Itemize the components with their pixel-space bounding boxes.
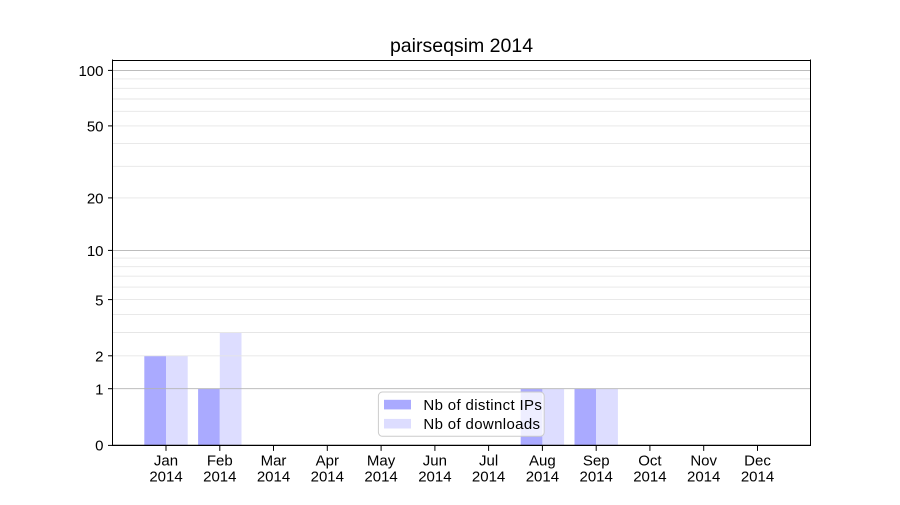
- svg-text:2014: 2014: [364, 469, 397, 486]
- svg-text:Nov: Nov: [690, 452, 717, 469]
- svg-text:Jul: Jul: [479, 452, 498, 469]
- svg-text:2: 2: [95, 349, 103, 366]
- svg-text:0: 0: [95, 438, 103, 455]
- svg-text:Nb of downloads: Nb of downloads: [423, 416, 540, 433]
- svg-text:20: 20: [87, 191, 104, 208]
- svg-text:Mar: Mar: [261, 452, 287, 469]
- svg-text:2014: 2014: [418, 469, 451, 486]
- svg-text:Jun: Jun: [423, 452, 447, 469]
- svg-text:2014: 2014: [687, 469, 720, 486]
- svg-text:2014: 2014: [580, 469, 613, 486]
- svg-text:1: 1: [95, 381, 103, 398]
- svg-text:Oct: Oct: [638, 452, 662, 469]
- svg-text:100: 100: [78, 63, 103, 80]
- svg-text:10: 10: [87, 243, 104, 260]
- svg-text:2014: 2014: [311, 469, 344, 486]
- svg-text:Aug: Aug: [529, 452, 556, 469]
- svg-text:2014: 2014: [472, 469, 505, 486]
- svg-text:2014: 2014: [149, 469, 182, 486]
- svg-text:Dec: Dec: [744, 452, 771, 469]
- svg-text:Jan: Jan: [154, 452, 178, 469]
- svg-text:Nb of distinct IPs: Nb of distinct IPs: [423, 397, 542, 414]
- svg-text:May: May: [367, 452, 396, 469]
- svg-text:2014: 2014: [741, 469, 774, 486]
- svg-text:pairseqsim 2014: pairseqsim 2014: [390, 35, 533, 57]
- svg-text:2014: 2014: [257, 469, 290, 486]
- svg-text:2014: 2014: [526, 469, 559, 486]
- svg-text:Feb: Feb: [207, 452, 233, 469]
- svg-text:Sep: Sep: [583, 452, 610, 469]
- svg-text:Apr: Apr: [316, 452, 339, 469]
- svg-text:5: 5: [95, 292, 103, 309]
- svg-text:2014: 2014: [633, 469, 666, 486]
- svg-text:50: 50: [87, 119, 104, 136]
- svg-text:2014: 2014: [203, 469, 236, 486]
